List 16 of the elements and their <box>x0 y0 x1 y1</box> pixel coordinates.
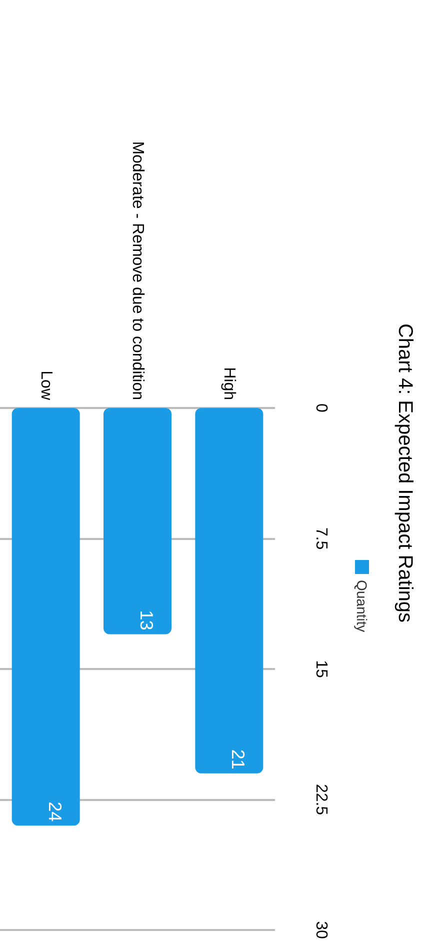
legend-label: Quantity <box>354 580 370 632</box>
y-tick-label: 30 <box>312 921 330 939</box>
bar <box>12 408 80 826</box>
data-label: 21 <box>228 749 248 770</box>
x-tick-label: Low <box>37 370 54 400</box>
y-tick-label: 22.5 <box>312 784 330 816</box>
y-tick-label: 15 <box>312 660 330 678</box>
text: Chart 4: Expected Impact Ratings <box>394 323 416 623</box>
y-tick-label: 0 <box>312 404 330 413</box>
x-tick-label: Moderate - Remove due to condition <box>129 141 146 400</box>
data-label: 13 <box>136 610 156 630</box>
x-tick-label: High <box>220 367 238 400</box>
data-label: 24 <box>44 802 65 822</box>
y-tick-label: 7.5 <box>312 527 330 550</box>
bar <box>104 408 172 634</box>
bar <box>195 408 264 774</box>
